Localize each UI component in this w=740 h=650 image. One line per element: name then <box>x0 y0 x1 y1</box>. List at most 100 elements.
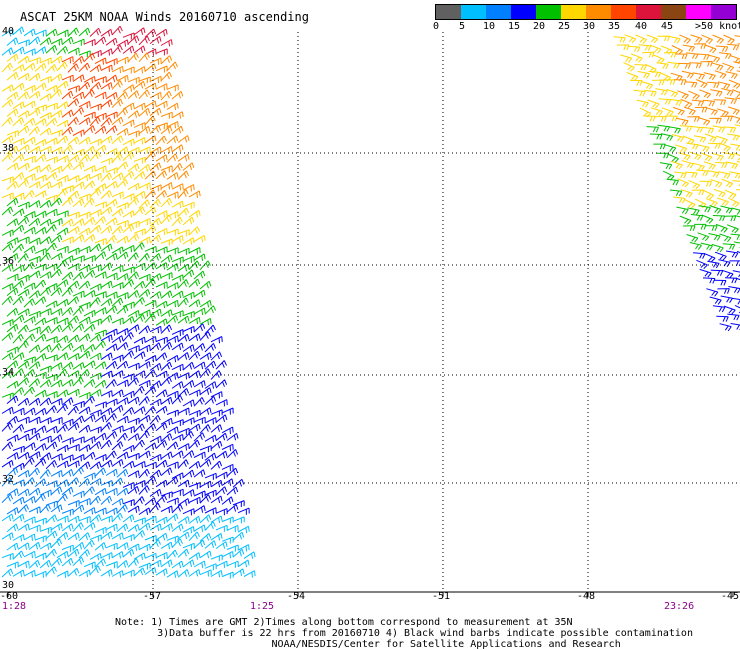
wind-barb <box>122 482 135 490</box>
wind-barb <box>61 544 74 552</box>
wind-barb <box>23 245 36 254</box>
wind-barb <box>67 175 80 183</box>
wind-barb <box>649 44 662 54</box>
wind-barb <box>133 406 146 415</box>
wind-barb <box>105 91 118 100</box>
wind-barb <box>89 333 102 343</box>
wind-barb <box>662 170 675 181</box>
wind-barb <box>45 208 58 217</box>
wind-barb <box>23 226 36 235</box>
wind-barb <box>732 89 740 99</box>
wind-barb <box>144 369 157 379</box>
wind-barb <box>6 145 19 155</box>
wind-barb <box>144 515 157 523</box>
wind-barb <box>12 280 25 289</box>
wind-barb <box>155 352 168 362</box>
wind-barb <box>94 216 107 226</box>
wind-barb <box>72 161 85 171</box>
wind-barb <box>188 389 201 397</box>
wind-barb <box>193 323 206 333</box>
wind-barb <box>204 472 217 480</box>
wind-barb <box>12 368 25 378</box>
wind-barb <box>116 91 129 101</box>
wind-barb <box>105 37 118 46</box>
wind-barb <box>155 516 168 524</box>
wind-barb <box>193 416 206 424</box>
wind-barb <box>188 350 201 361</box>
wind-barb <box>17 360 30 369</box>
wind-barb <box>83 89 95 99</box>
wind-barb <box>149 469 162 479</box>
lat-label-34: 34 <box>2 367 15 378</box>
wind-barb <box>155 318 168 326</box>
wind-barb <box>116 292 129 300</box>
wind-barb <box>193 560 206 568</box>
wind-barb <box>204 324 216 335</box>
wind-barb <box>166 461 179 469</box>
wind-barb <box>138 414 151 423</box>
wind-barb <box>1 392 14 400</box>
wind-barb <box>693 252 706 259</box>
wind-barb <box>626 72 639 82</box>
wind-barb <box>45 459 58 470</box>
wind-barb <box>23 569 36 578</box>
wind-barb <box>111 208 124 217</box>
wind-barb <box>89 441 102 450</box>
wind-barb <box>199 299 212 308</box>
wind-barb <box>635 34 647 44</box>
wind-barb <box>6 287 19 296</box>
wind-barb <box>221 443 234 452</box>
wind-barb <box>111 404 124 413</box>
wind-barb <box>1 176 14 184</box>
wind-barb <box>734 304 740 314</box>
wind-barb <box>17 55 30 64</box>
wind-barb <box>72 106 85 117</box>
wind-barb <box>221 407 234 415</box>
wind-barb <box>50 362 63 370</box>
wind-barb <box>700 60 713 67</box>
wind-barb <box>188 278 201 288</box>
wind-barb <box>94 361 107 370</box>
wind-barb <box>28 524 41 532</box>
wind-barb <box>50 504 63 513</box>
wind-barb <box>703 72 716 81</box>
wind-barb <box>149 107 162 117</box>
wind-barb <box>155 227 168 236</box>
wind-barb <box>34 552 47 560</box>
wind-barb <box>636 99 649 108</box>
wind-barb <box>669 189 683 197</box>
wind-barb <box>717 288 730 294</box>
wind-barb <box>160 467 173 476</box>
wind-barb <box>83 165 96 173</box>
wind-barb <box>188 552 201 560</box>
wind-barb <box>707 81 720 89</box>
wind-barb <box>703 161 716 170</box>
wind-barb <box>83 269 96 279</box>
wind-barb <box>34 570 47 578</box>
wind-barb <box>149 380 162 389</box>
wind-barb <box>160 197 173 208</box>
wind-barb <box>127 182 140 191</box>
wind-barb <box>100 407 113 415</box>
wind-barb <box>149 523 162 531</box>
wind-barb <box>144 135 157 144</box>
wind-barb <box>127 90 140 100</box>
wind-barb <box>78 301 91 309</box>
lon-label-57: -57 <box>143 591 162 602</box>
wind-barb <box>727 106 740 116</box>
wind-barb <box>72 91 85 100</box>
wind-barb <box>6 346 19 354</box>
wind-barb <box>45 373 58 381</box>
wind-barb <box>78 424 91 433</box>
wind-barb <box>61 287 73 297</box>
wind-barb <box>166 476 179 486</box>
wind-barb <box>658 98 672 105</box>
wind-barb <box>719 142 731 152</box>
wind-barb <box>122 390 135 399</box>
wind-barb <box>204 360 217 370</box>
wind-barb <box>89 209 102 217</box>
wind-barb <box>94 526 107 534</box>
wind-barb <box>144 442 157 451</box>
wind-barb <box>50 129 63 137</box>
wind-barb <box>83 289 96 298</box>
